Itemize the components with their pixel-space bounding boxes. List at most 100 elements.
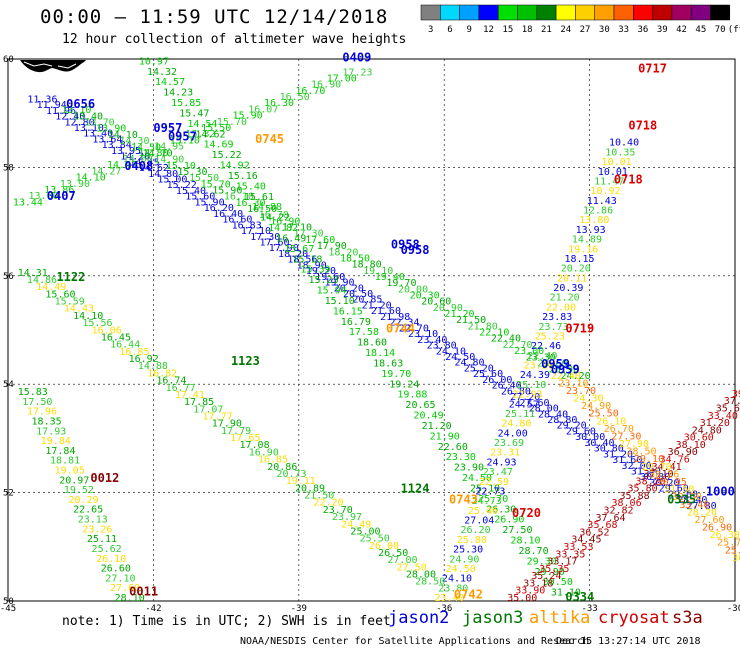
wave-height-value: 35.88 xyxy=(620,491,650,502)
colorbar-swatch xyxy=(420,4,441,21)
lat-tick-label: 52 xyxy=(3,489,14,499)
wave-height-value: 29.60 xyxy=(566,426,596,437)
lat-lon-grid xyxy=(8,59,735,601)
wave-height-value: 17.10 xyxy=(282,223,312,234)
wave-height-value: 16.44 xyxy=(110,340,140,351)
wave-height-value: 14.54 xyxy=(187,119,217,130)
wave-height-value: 23.40 xyxy=(435,593,465,604)
wave-height-value: 18.20 xyxy=(278,249,308,260)
wave-height-value: 13.64 xyxy=(92,134,122,145)
wave-height-value: 23.10 xyxy=(408,329,438,340)
wave-height-value: 25.60 xyxy=(473,369,503,380)
wave-height-value: 31.60 xyxy=(612,455,642,466)
wave-height-value: 21.98 xyxy=(380,312,410,323)
wave-height-value: 11.47 xyxy=(594,176,624,187)
colorbar-swatch xyxy=(497,4,518,21)
wave-height-value: 23.10 xyxy=(558,378,588,389)
wave-height-value: 21.60 xyxy=(371,306,401,317)
wave-height-value: 14.45 xyxy=(130,157,160,168)
wave-height-value: 14.22 xyxy=(260,213,290,224)
wave-height-value: 15.56 xyxy=(82,318,112,329)
wave-height-value: 13.70 xyxy=(85,118,115,129)
wave-height-value: 27.60 xyxy=(694,515,724,526)
wave-height-value: 21.50 xyxy=(456,315,486,326)
wave-height-value: 32.82 xyxy=(603,506,633,517)
pass-time-label: 0409 xyxy=(342,51,371,65)
wave-height-value: 24.00 xyxy=(498,428,528,439)
wave-height-value: 16.06 xyxy=(92,325,122,336)
wave-height-value: 29.60 xyxy=(659,484,689,495)
wave-height-value: 14.49 xyxy=(36,282,66,293)
wave-height-value: 23.13 xyxy=(78,515,108,526)
wave-height-value: 16.83 xyxy=(232,220,262,231)
pass-time-label: 0744 xyxy=(386,322,415,336)
wave-height-value: 25.30 xyxy=(453,545,483,556)
wave-height-value: 27.60 xyxy=(110,583,140,594)
colorbar-swatch xyxy=(440,4,460,21)
wave-height-value: 23.80 xyxy=(427,341,457,352)
wave-height-value: 24.93 xyxy=(486,457,516,468)
axis-tick-labels: -45 -42 -39 -36 -33 -30 60 58 56 54 52 50 xyxy=(0,55,740,614)
wave-height-value: 18.20 xyxy=(328,247,358,258)
wave-height-value: 15.90 xyxy=(212,185,242,196)
wave-height-value: 24.20 xyxy=(561,371,591,382)
wave-height-value: 19.10 xyxy=(363,266,393,277)
wave-height-value: 18.63 xyxy=(373,358,403,369)
wave-height-value: 23.83 xyxy=(542,312,572,323)
wave-height-value: 17.85 xyxy=(184,397,214,408)
footnote: note: 1) Time is in UTC; 2) SWH is in fe… xyxy=(62,614,391,629)
wave-height-value: 14.57 xyxy=(155,77,185,88)
wave-height-value: 19.84 xyxy=(41,436,71,447)
wave-height-value: 17.60 xyxy=(305,235,335,246)
wave-height-value: 37.80 xyxy=(724,396,740,407)
colorbar-swatch xyxy=(536,4,557,21)
credit-line: NOAA/NESDIS Center for Satellite Applica… xyxy=(240,636,590,647)
wave-height-value: 27.30 xyxy=(611,431,641,442)
wave-height-value: 22.70 xyxy=(502,340,532,351)
wave-height-value: 27.90 xyxy=(619,439,649,450)
lat-tick-label: 54 xyxy=(3,380,14,390)
wave-height-value: 15.40 xyxy=(176,186,206,197)
wave-height-value: 13.90 xyxy=(96,124,126,135)
wave-height-value: 13.90 xyxy=(60,179,90,190)
wave-height-value: 14.10 xyxy=(108,130,138,141)
wave-height-value: 12.86 xyxy=(583,206,613,217)
wave-height-value: 19.05 xyxy=(55,466,85,477)
wave-height-value: 25.70 xyxy=(717,538,740,549)
colorbar-swatch xyxy=(652,4,673,21)
wave-height-value: 38.10 xyxy=(676,440,706,451)
wave-height-value: 11.96 xyxy=(46,106,76,117)
pass-time-label: 0718 xyxy=(614,173,643,187)
wave-height-value: 15.83 xyxy=(18,387,48,398)
wave-height-value: 20.30 xyxy=(410,290,440,301)
colorbar-swatch xyxy=(478,4,499,21)
wave-height-value: 17.10 xyxy=(241,226,271,237)
wave-height-value: 18.60 xyxy=(357,338,387,349)
satellite-legend-altika: altika xyxy=(529,608,591,628)
lat-tick-label: 60 xyxy=(3,55,14,65)
wave-height-value: 25.50 xyxy=(360,534,390,545)
wave-height-value: 16.60 xyxy=(222,215,252,226)
wave-height-value: 24.57 xyxy=(509,399,539,410)
wave-height-value: 17.79 xyxy=(221,426,251,437)
wave-height-value: 21.80 xyxy=(468,321,498,332)
wave-height-value: 27.00 xyxy=(387,555,417,566)
wave-height-value: 32.50 xyxy=(672,492,702,503)
colorbar-label: 33 xyxy=(618,25,629,35)
colorbar-label: 18 xyxy=(522,25,533,35)
wave-height-value: 20.86 xyxy=(267,462,297,473)
wave-height-value: 20.65 xyxy=(405,400,435,411)
wave-height-value: 29.10 xyxy=(634,454,664,465)
wave-height-value: 15.94 xyxy=(317,286,347,297)
wave-height-value: 14.90 xyxy=(154,155,184,166)
wave-height-value: 22.73 xyxy=(475,486,505,497)
wave-height-value: 20.50 xyxy=(343,289,373,300)
wave-height-value: 16.77 xyxy=(166,383,196,394)
wave-height-value: 20.90 xyxy=(433,303,463,314)
wave-height-value: 11.94 xyxy=(37,100,67,111)
satellite-legend-cryosat: cryosat xyxy=(598,608,670,628)
wave-height-value: 23.80 xyxy=(438,583,468,594)
wave-height-value: 13.40 xyxy=(73,111,103,122)
wave-height-value: 27.20 xyxy=(510,392,540,403)
wave-height-value: 20.89 xyxy=(295,483,325,494)
